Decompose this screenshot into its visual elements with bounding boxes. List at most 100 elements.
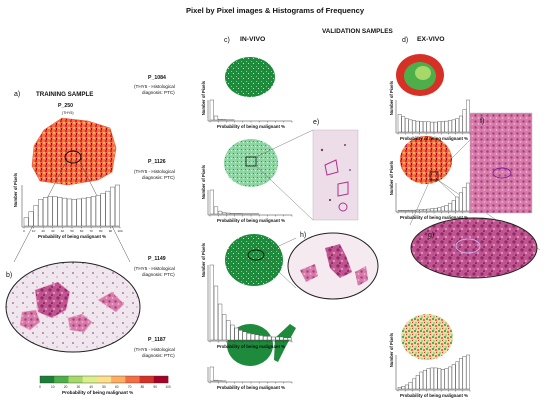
histogram-bar — [105, 190, 111, 227]
histogram-invivo-p1084: Probability of being malignant % Number o… — [201, 80, 293, 129]
histogram-bar — [217, 118, 223, 121]
histogram-bar — [250, 333, 255, 341]
sample-id-p250: P_250 — [58, 103, 74, 109]
x-tick-label: 70 — [90, 229, 94, 233]
sample-diag2-p1084: diagnosis: PTC) — [142, 90, 175, 95]
colorbar-segment — [68, 376, 83, 383]
histogram-bar — [230, 324, 235, 341]
histogram-bar — [271, 336, 276, 341]
sample-diag1-p1187: (THY5 - Histological — [134, 347, 175, 352]
histogram-bar — [213, 115, 219, 121]
histogram-bar — [95, 195, 101, 227]
colorbar-segment — [153, 376, 169, 383]
histogram-bar — [448, 202, 452, 212]
zoom-f — [469, 112, 533, 214]
histogram-bar — [38, 199, 44, 227]
invivo-heatmap-p1084 — [225, 57, 275, 97]
exvivo-title: EX-VIVO — [417, 36, 445, 43]
histogram-bar — [52, 196, 58, 227]
histogram-bar — [258, 335, 264, 341]
histogram-invivo-p1187: Probability of being malignant % — [207, 366, 293, 390]
x-tick-label: 90 — [109, 229, 113, 233]
y-axis-label: Number of Pixels — [389, 332, 394, 367]
panel-label-f: f) — [480, 118, 485, 125]
histogram-bar — [448, 366, 452, 390]
x-tick-label: 50 — [70, 229, 74, 233]
colorbar-tick-label: 10 — [51, 385, 55, 389]
histogram-bar — [408, 381, 413, 390]
histogram-bar — [213, 206, 219, 215]
panel-label-a: a) — [14, 91, 21, 98]
histogram-bar — [90, 196, 96, 227]
y-axis-label: Number of Pixels — [13, 172, 18, 207]
histogram-bar — [430, 208, 434, 212]
colorbar-segment — [96, 376, 112, 383]
colorbar-tick-label: 20 — [64, 385, 68, 389]
sample-diag1-p1149: (THY5 - Histological — [134, 266, 175, 271]
histogram-bar — [23, 217, 29, 227]
histogram-bar — [57, 197, 63, 227]
histogram-bar — [263, 336, 268, 341]
x-axis-label: Probability of being malignant % — [217, 385, 285, 390]
histogram-bar — [230, 213, 235, 215]
histogram-bar — [222, 212, 227, 215]
colorbar-border — [39, 375, 169, 384]
x-tick-label: 30 — [51, 229, 55, 233]
histogram-bar — [440, 369, 445, 390]
histogram-bar — [458, 115, 463, 133]
histogram-bar — [455, 118, 460, 133]
histogram-bar — [430, 121, 434, 133]
histogram-bar — [246, 333, 251, 341]
colorbar-tick-label: 0 — [39, 385, 41, 389]
histogram-bar — [412, 209, 416, 212]
histogram-bar — [209, 189, 214, 215]
histogram-bar — [426, 368, 431, 390]
histogram-exvivo-p1126: Probability of being malignant % Number o… — [389, 160, 471, 220]
colorbar-tick-label: 60 — [115, 385, 119, 389]
histogram-bar — [408, 209, 413, 212]
training-heatmap — [31, 117, 117, 186]
colorbar-segment — [40, 376, 55, 383]
histogram-bar — [433, 207, 438, 212]
histogram-bar — [426, 208, 431, 212]
histogram-bar — [415, 209, 420, 212]
histogram-bar — [287, 337, 292, 341]
histogram-bar — [466, 354, 470, 390]
colorbar-tick-label: 70 — [128, 385, 132, 389]
histogram-bar — [401, 210, 406, 212]
histogram-bar — [226, 320, 231, 341]
histogram-bar — [28, 211, 34, 227]
exvivo-heatmap-p1084 — [396, 54, 444, 96]
zoom-e — [312, 129, 359, 221]
sample-id-p1149: P_1149 — [148, 256, 166, 262]
invivo-heatmap-p1126 — [224, 129, 314, 221]
figure-title: Pixel by Pixel images & Histograms of Fr… — [185, 6, 365, 15]
histogram-bar — [466, 99, 470, 133]
histogram-bar — [451, 364, 456, 390]
colorbar-segment — [82, 376, 98, 383]
histogram-bar — [217, 210, 223, 215]
x-axis-label: Probability of being malignant % — [38, 234, 106, 239]
histogram-bar — [209, 264, 214, 341]
histogram-bar — [444, 205, 449, 212]
histogram-bar — [226, 212, 231, 215]
histogram-bar — [234, 327, 239, 341]
panel-label-g: g) — [428, 232, 435, 239]
histogram-bar — [254, 334, 260, 341]
histogram-bar — [42, 197, 48, 227]
sample-diag1-p1126: (THY5 - Histological — [134, 169, 175, 174]
training-title: TRAINING SAMPLE — [36, 91, 94, 98]
x-tick-label: 80 — [99, 229, 103, 233]
histogram-bar — [76, 198, 82, 227]
histogram-bar — [437, 207, 442, 212]
histogram-bar — [415, 375, 420, 390]
y-axis-label: Number of Pixels — [201, 164, 206, 199]
y-axis-label: Number of Pixels — [201, 80, 206, 115]
zoom-g — [410, 217, 538, 279]
panel-label-d: d) — [402, 37, 409, 44]
histogram-exvivo-p1187: Probability of being malignant % Number o… — [389, 332, 471, 398]
histogram-bar — [437, 368, 442, 390]
x-tick-label: 40 — [61, 229, 65, 233]
